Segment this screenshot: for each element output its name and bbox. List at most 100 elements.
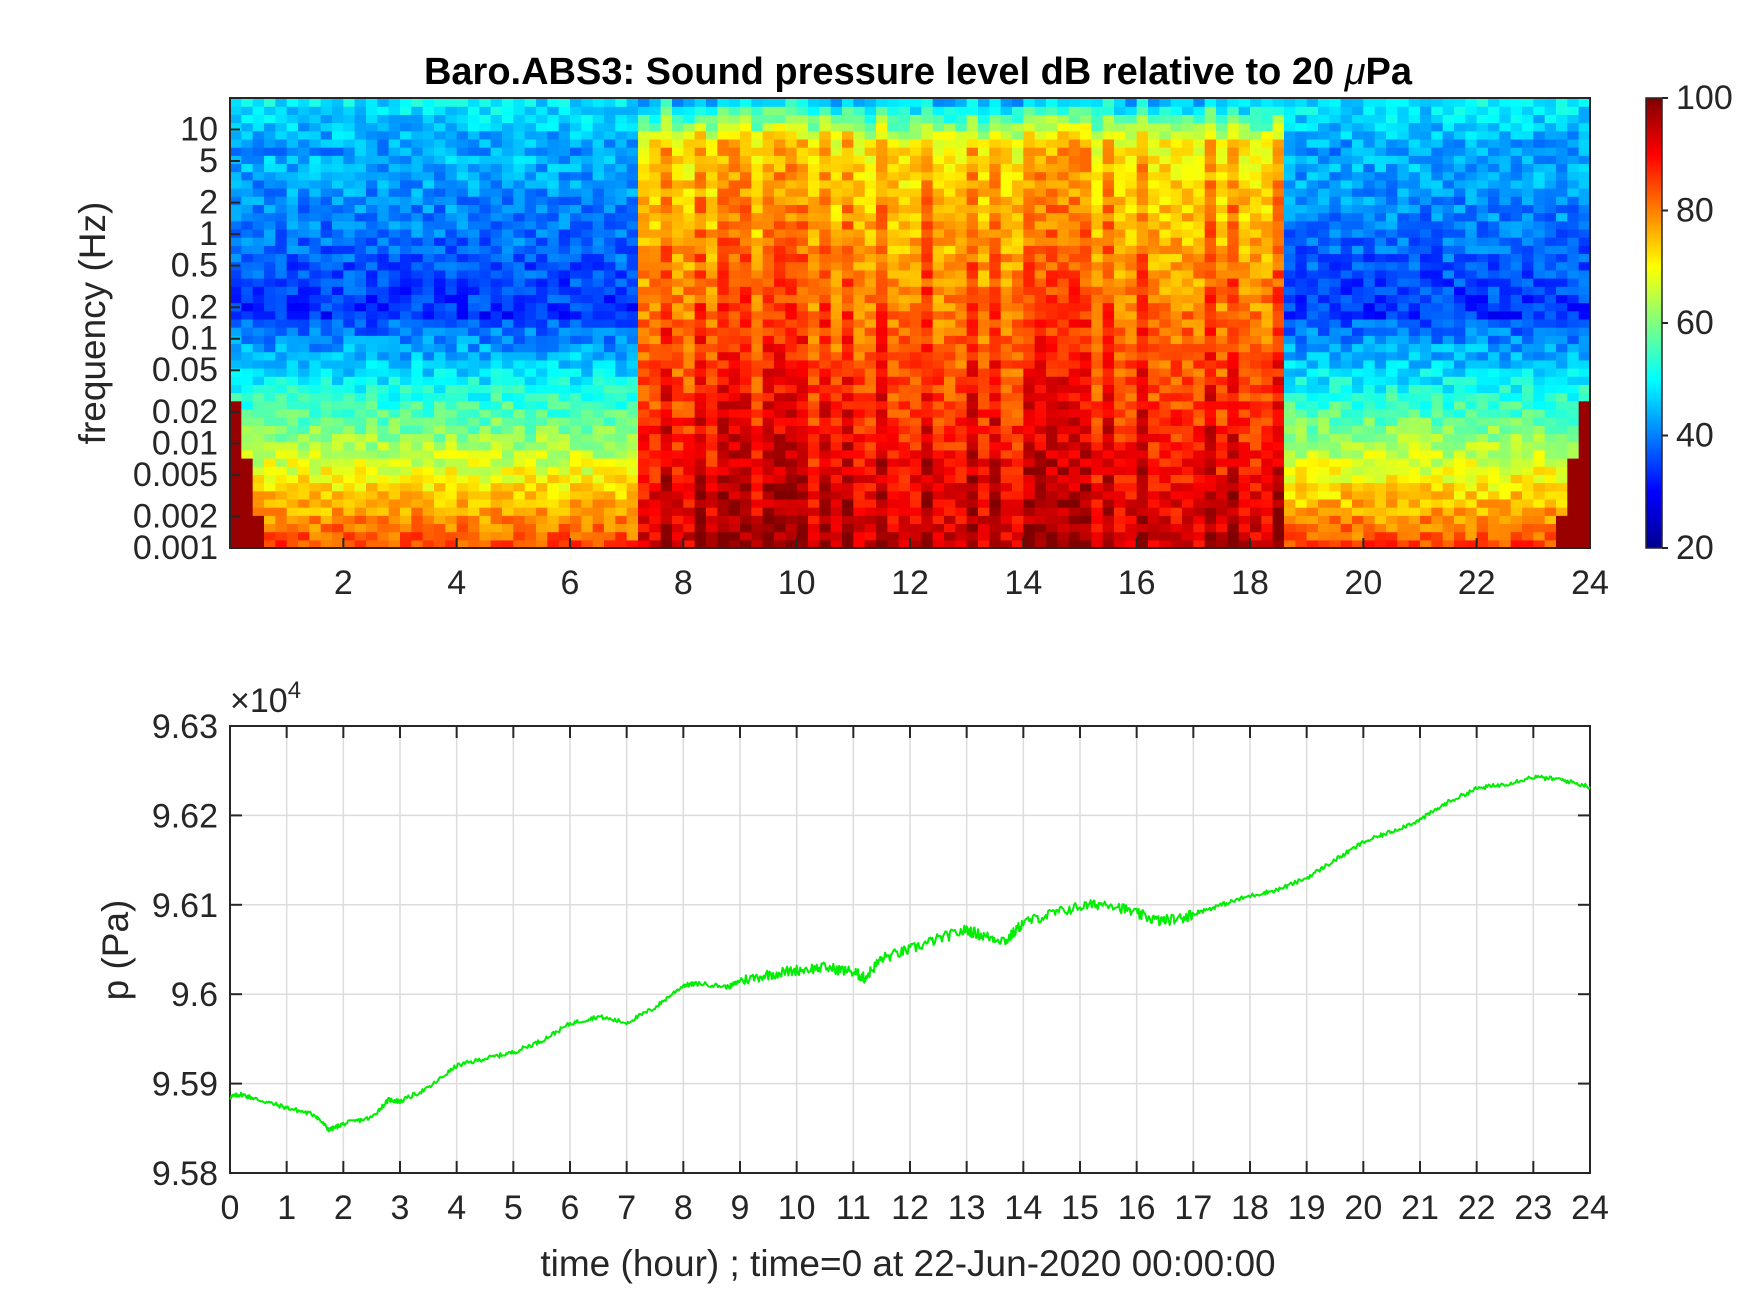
heatmap-cell bbox=[729, 213, 741, 222]
heatmap-cell bbox=[1216, 196, 1228, 205]
heatmap-cell bbox=[1046, 98, 1058, 107]
heatmap-cell bbox=[536, 507, 548, 516]
heatmap-cell bbox=[910, 245, 922, 254]
heatmap-cell bbox=[763, 343, 775, 352]
heatmap-cell bbox=[706, 286, 718, 295]
heatmap-cell bbox=[1239, 433, 1251, 442]
heatmap-cell bbox=[525, 335, 537, 344]
heatmap-cell bbox=[842, 327, 854, 336]
heatmap-cell bbox=[479, 352, 491, 361]
heatmap-cell bbox=[547, 172, 559, 181]
heatmap-cell bbox=[1148, 352, 1160, 361]
heatmap-cell bbox=[445, 417, 457, 426]
heatmap-cell bbox=[944, 180, 956, 189]
heatmap-cell bbox=[1080, 196, 1092, 205]
heatmap-cell bbox=[1159, 507, 1171, 516]
heatmap-cell bbox=[615, 532, 627, 541]
heatmap-cell bbox=[627, 303, 639, 312]
heatmap-cell bbox=[366, 515, 378, 524]
heatmap-cell bbox=[1080, 303, 1092, 312]
heatmap-cell bbox=[921, 204, 933, 213]
heatmap-cell bbox=[1148, 401, 1160, 410]
heatmap-cell bbox=[842, 458, 854, 467]
heatmap-cell bbox=[695, 352, 707, 361]
heatmap-cell bbox=[933, 384, 945, 393]
heatmap-cell bbox=[751, 278, 763, 287]
heatmap-cell bbox=[1035, 352, 1047, 361]
heatmap-cell bbox=[445, 237, 457, 246]
heatmap-cell bbox=[1012, 163, 1024, 172]
heatmap-cell bbox=[298, 180, 310, 189]
heatmap-cell bbox=[978, 172, 990, 181]
heatmap-cell bbox=[967, 98, 979, 107]
heatmap-cell bbox=[230, 237, 242, 246]
heatmap-cell bbox=[411, 270, 423, 279]
heatmap-cell bbox=[1069, 343, 1081, 352]
heatmap-cell bbox=[819, 204, 831, 213]
heatmap-cell bbox=[774, 237, 786, 246]
heatmap-cell bbox=[1023, 98, 1035, 107]
heatmap-cell bbox=[264, 303, 276, 312]
heatmap-cell bbox=[717, 245, 729, 254]
heatmap-cell bbox=[287, 319, 299, 328]
heatmap-cell bbox=[1069, 319, 1081, 328]
heatmap-cell bbox=[445, 204, 457, 213]
heatmap-cell bbox=[332, 278, 344, 287]
heatmap-cell bbox=[887, 237, 899, 246]
heatmap-cell bbox=[729, 262, 741, 271]
heatmap-cell bbox=[729, 188, 741, 197]
heatmap-cell bbox=[604, 147, 616, 156]
heatmap-cell bbox=[479, 384, 491, 393]
heatmap-cell bbox=[944, 147, 956, 156]
heatmap-cell bbox=[1159, 417, 1171, 426]
heatmap-cell bbox=[1216, 114, 1228, 123]
heatmap-cell bbox=[230, 343, 242, 352]
heatmap-cell bbox=[1080, 278, 1092, 287]
heatmap-cell bbox=[1023, 147, 1035, 156]
heatmap-cell bbox=[309, 188, 321, 197]
heatmap-cell bbox=[479, 409, 491, 418]
heatmap-cell bbox=[513, 303, 525, 312]
heatmap-cell bbox=[1046, 401, 1058, 410]
heatmap-cell bbox=[264, 245, 276, 254]
heatmap-cell bbox=[389, 196, 401, 205]
heatmap-cell bbox=[581, 483, 593, 492]
heatmap-cell bbox=[808, 98, 820, 107]
heatmap-cell bbox=[831, 114, 843, 123]
heatmap-cell bbox=[967, 221, 979, 230]
heatmap-cell bbox=[967, 483, 979, 492]
heatmap-cell bbox=[298, 515, 310, 524]
heatmap-cell bbox=[797, 237, 809, 246]
heatmap-cell bbox=[332, 188, 344, 197]
heatmap-cell bbox=[604, 319, 616, 328]
heatmap-cell bbox=[423, 188, 435, 197]
heatmap-cell bbox=[910, 458, 922, 467]
heatmap-cell bbox=[1114, 327, 1126, 336]
heatmap-cell bbox=[615, 196, 627, 205]
heatmap-cell bbox=[853, 409, 865, 418]
heatmap-cell bbox=[321, 442, 333, 451]
heatmap-cell bbox=[434, 491, 446, 500]
heatmap-cell bbox=[1103, 327, 1115, 336]
heatmap-cell bbox=[740, 278, 752, 287]
heatmap-cell bbox=[797, 245, 809, 254]
heatmap-cell bbox=[593, 278, 605, 287]
heatmap-cell bbox=[672, 319, 684, 328]
heatmap-cell bbox=[355, 376, 367, 385]
heatmap-cell bbox=[933, 450, 945, 459]
heatmap-cell bbox=[899, 229, 911, 238]
heatmap-cell bbox=[581, 393, 593, 402]
heatmap-cell bbox=[264, 417, 276, 426]
heatmap-cell bbox=[400, 352, 412, 361]
heatmap-cell bbox=[695, 155, 707, 164]
heatmap-cell bbox=[661, 433, 673, 442]
heatmap-cell bbox=[491, 196, 503, 205]
heatmap-cell bbox=[502, 507, 514, 516]
heatmap-cell bbox=[933, 311, 945, 320]
heatmap-cell bbox=[955, 433, 967, 442]
heatmap-cell bbox=[831, 147, 843, 156]
heatmap-cell bbox=[309, 425, 321, 434]
heatmap-cell bbox=[989, 204, 1001, 213]
heatmap-cell bbox=[309, 180, 321, 189]
spectrogram-heatmap bbox=[230, 98, 1591, 549]
